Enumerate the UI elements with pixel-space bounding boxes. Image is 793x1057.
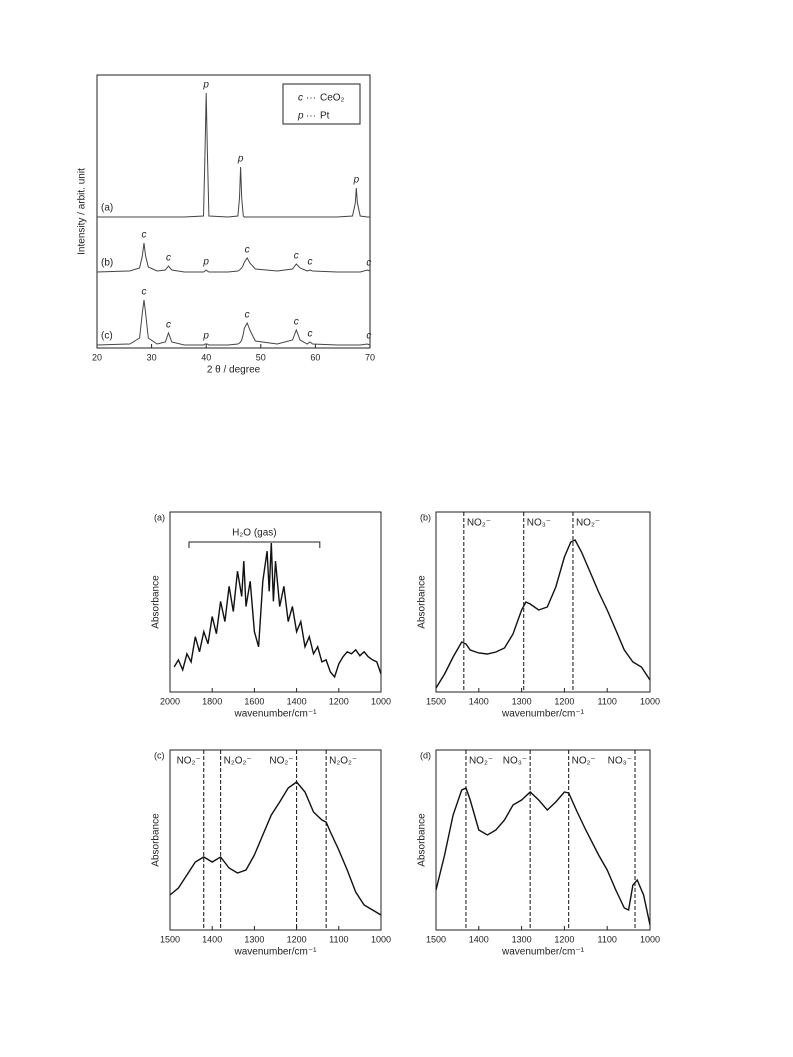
spectrum <box>169 781 382 916</box>
legend-text: CeO₂ <box>320 93 345 104</box>
xrd-trace <box>96 299 371 346</box>
panel-label: (a) <box>154 512 165 522</box>
panel-label: (b) <box>420 512 431 522</box>
bracket <box>188 541 321 548</box>
x-tick-label: 40 <box>201 352 211 362</box>
x-tick-label: 1400 <box>469 934 489 944</box>
marker-label: NO₃⁻ <box>503 756 527 767</box>
marker-label: NO₃⁻ <box>527 518 551 529</box>
legend-key: p <box>297 111 304 122</box>
x-tick-label: 30 <box>147 352 157 362</box>
x-axis-label: wavenumber/cm⁻¹ <box>501 709 585 720</box>
x-tick-label: 1300 <box>512 934 532 944</box>
x-tick-label: 70 <box>365 352 375 362</box>
peak-label: c <box>307 257 312 268</box>
y-axis-label: Intensity / arbit. unit <box>77 168 88 255</box>
marker-label: NO₂⁻ <box>269 756 293 767</box>
peak-label: c <box>245 245 250 256</box>
x-tick-label: 1100 <box>598 696 617 706</box>
panel-label: (d) <box>420 750 431 760</box>
trace-label: (b) <box>101 258 113 269</box>
x-tick-label: 1100 <box>598 934 617 944</box>
marker-label: NO₂⁻ <box>469 756 493 767</box>
spectrum <box>435 787 651 926</box>
x-tick-label: 1400 <box>287 696 307 706</box>
legend-sep: ··· <box>306 111 316 122</box>
xrd-trace <box>97 92 370 218</box>
x-tick-label: 1000 <box>371 934 391 944</box>
marker-label: NO₂⁻ <box>177 756 201 767</box>
x-tick-label: 1800 <box>202 696 222 706</box>
peak-label: p <box>202 80 209 91</box>
trace-label: (a) <box>101 203 113 214</box>
x-tick-label: 1000 <box>371 696 391 706</box>
peak-label: c <box>141 230 146 241</box>
peak-label: p <box>237 154 244 165</box>
x-tick-label: 20 <box>92 352 102 362</box>
peak-label: c <box>245 310 250 321</box>
peak-label: p <box>202 257 209 268</box>
peak-label: c <box>166 253 171 264</box>
marker-label: NO₂⁻ <box>572 756 596 767</box>
x-tick-label: 2000 <box>160 696 180 706</box>
marker-label: NO₃⁻ <box>608 756 632 767</box>
x-tick-label: 1500 <box>426 934 446 944</box>
peak-label: p <box>353 175 360 186</box>
x-axis-label: wavenumber/cm⁻¹ <box>234 947 318 958</box>
x-tick-label: 1200 <box>329 696 349 706</box>
x-tick-label: 60 <box>310 352 320 362</box>
peak-label: c <box>294 317 299 328</box>
marker-label: N₂O₂⁻ <box>329 756 357 767</box>
legend-key: c <box>298 93 303 104</box>
x-tick-label: 1400 <box>469 696 489 706</box>
marker-label: NO₂⁻ <box>576 518 600 529</box>
xrd-trace <box>96 242 371 273</box>
x-axis-label: wavenumber/cm⁻¹ <box>501 947 585 958</box>
x-tick-label: 50 <box>256 352 266 362</box>
peak-label: c <box>166 320 171 331</box>
spectrum <box>173 542 382 679</box>
peak-label: c <box>366 331 371 342</box>
x-tick-label: 1000 <box>640 934 660 944</box>
y-axis-label: Absorbance <box>151 813 162 867</box>
x-axis-label: 2 θ / degree <box>207 365 261 376</box>
y-axis-label: Absorbance <box>417 575 428 629</box>
panel-label: (c) <box>154 750 165 760</box>
x-tick-label: 1400 <box>202 934 222 944</box>
marker-label: N₂O₂⁻ <box>224 756 252 767</box>
peak-label: c <box>366 258 371 269</box>
x-tick-label: 1200 <box>554 696 574 706</box>
x-tick-label: 1500 <box>426 696 446 706</box>
x-tick-label: 1500 <box>160 934 180 944</box>
peak-label: p <box>202 331 209 342</box>
peak-label: c <box>141 287 146 298</box>
marker-label: NO₂⁻ <box>467 518 491 529</box>
x-tick-label: 1100 <box>329 934 348 944</box>
y-axis-label: Absorbance <box>151 575 162 629</box>
x-tick-label: 1000 <box>640 696 660 706</box>
x-tick-label: 1300 <box>512 696 532 706</box>
plot-frame <box>435 511 651 693</box>
legend-text: Pt <box>320 111 330 122</box>
y-axis-label: Absorbance <box>417 813 428 867</box>
trace-label: (c) <box>101 331 113 342</box>
plot-frame <box>96 74 371 349</box>
plot-frame <box>169 511 382 693</box>
x-tick-label: 1200 <box>554 934 574 944</box>
plot-frame <box>435 749 651 931</box>
plot-frame <box>169 749 382 931</box>
x-tick-label: 1300 <box>244 934 264 944</box>
peak-label: c <box>307 329 312 340</box>
x-tick-label: 1200 <box>287 934 307 944</box>
x-tick-label: 1600 <box>244 696 264 706</box>
peak-label: c <box>294 251 299 262</box>
x-axis-label: wavenumber/cm⁻¹ <box>234 709 318 720</box>
spectrum <box>435 539 651 689</box>
legend-box <box>282 83 361 125</box>
legend-sep: ··· <box>306 93 316 104</box>
bracket-label: H₂O (gas) <box>232 528 276 539</box>
